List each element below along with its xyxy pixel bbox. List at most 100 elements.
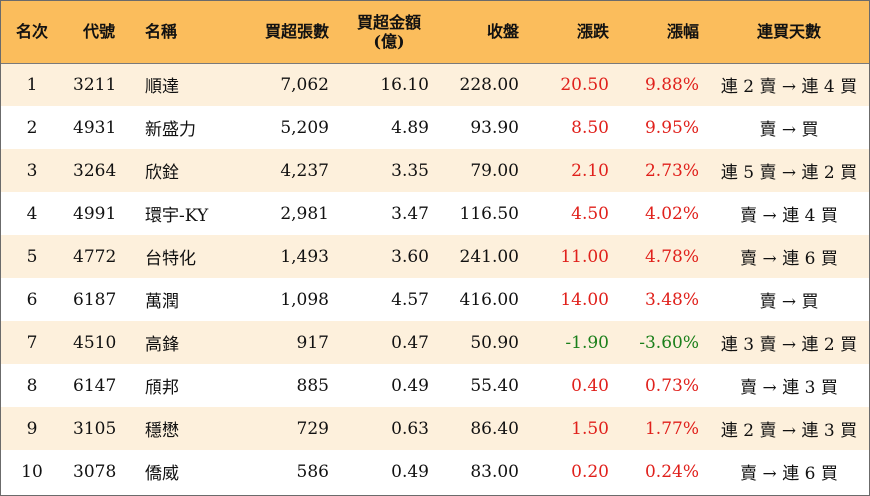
header-net-lots: 買超張數 [245, 1, 339, 64]
cell-net-amount: 0.49 [391, 461, 429, 482]
cell-rank: 7 [26, 332, 38, 353]
cell-net-lots: 729 [296, 418, 329, 439]
cell-net-amount: 3.35 [391, 160, 429, 181]
cell-name: 環宇-KY [145, 206, 209, 226]
cell-change-pct: 2.73% [644, 160, 699, 181]
table-row: 3 3264 欣銓 4,237 3.35 79.00 2.10 2.73% 連 5 賣 → 連 … [1, 149, 869, 192]
cell-rank: 6 [26, 289, 38, 310]
cell-net-lots: 1,493 [280, 246, 329, 267]
header-net-amount-label: 買超金額 [356, 12, 421, 32]
cell-close: 55.40 [470, 375, 519, 396]
table-row: 8 6147 頎邦 885 0.49 55.40 0.40 0.73% 賣 → 連 3 買 [1, 364, 869, 407]
cell-name: 僑威 [145, 464, 179, 484]
cell-code: 4772 [73, 246, 117, 267]
cell-streak: 連 2 賣 → 連 3 買 [720, 421, 858, 441]
cell-code: 3105 [73, 418, 117, 439]
header-net-amount-unit: (億) [373, 31, 405, 51]
table-row: 7 4510 高鋒 917 0.47 50.90 -1.90 -3.60% 連 3 賣 → 連 … [1, 321, 869, 364]
cell-net-lots: 7,062 [280, 74, 329, 95]
header-net-amount: 買超金額 (億) [339, 1, 439, 64]
table-row: 1 3211 順達 7,062 16.10 228.00 20.50 9.88% 連 2 賣 →… [1, 63, 869, 106]
cell-code: 4510 [73, 332, 117, 353]
table-row: 2 4931 新盛力 5,209 4.89 93.90 8.50 9.95% 賣 → 買 [1, 106, 869, 149]
cell-code: 3078 [73, 461, 117, 482]
cell-net-lots: 1,098 [280, 289, 329, 310]
cell-code: 3211 [73, 74, 117, 95]
cell-net-lots: 4,237 [280, 160, 329, 181]
cell-name: 高鋒 [145, 335, 179, 355]
cell-streak: 連 5 賣 → 連 2 買 [720, 163, 858, 183]
cell-rank: 2 [26, 117, 38, 138]
cell-code: 4931 [73, 117, 117, 138]
cell-streak: 賣 → 連 3 買 [740, 378, 838, 398]
cell-net-amount: 4.89 [391, 117, 429, 138]
cell-rank: 9 [26, 418, 38, 439]
cell-close: 228.00 [459, 74, 519, 95]
cell-close: 241.00 [459, 246, 519, 267]
cell-change: 1.50 [571, 418, 609, 439]
cell-change-pct: 9.95% [644, 117, 699, 138]
cell-streak: 賣 → 買 [759, 292, 819, 312]
cell-change: 2.10 [571, 160, 609, 181]
table-body: 1 3211 順達 7,062 16.10 228.00 20.50 9.88% 連 2 賣 →… [1, 63, 869, 493]
cell-rank: 1 [26, 74, 38, 95]
cell-streak: 賣 → 連 6 買 [740, 249, 838, 269]
cell-close: 79.00 [470, 160, 519, 181]
cell-code: 3264 [73, 160, 117, 181]
cell-change-pct: -3.60% [639, 332, 699, 353]
cell-change: 14.00 [560, 289, 609, 310]
cell-streak: 賣 → 買 [759, 120, 819, 140]
cell-change: 20.50 [560, 74, 609, 95]
cell-change: 8.50 [571, 117, 609, 138]
cell-code: 6187 [73, 289, 117, 310]
header-close: 收盤 [439, 1, 529, 64]
cell-rank: 4 [26, 203, 38, 224]
cell-code: 4991 [73, 203, 117, 224]
cell-name: 頎邦 [145, 378, 179, 398]
header-rank: 名次 [1, 1, 63, 64]
cell-net-amount: 0.47 [391, 332, 429, 353]
cell-net-amount: 16.10 [380, 74, 429, 95]
cell-net-lots: 586 [296, 461, 329, 482]
cell-rank: 8 [26, 375, 38, 396]
table-row: 9 3105 穩懋 729 0.63 86.40 1.50 1.77% 連 2 賣 → 連 3 … [1, 407, 869, 450]
cell-streak: 賣 → 連 6 買 [740, 464, 838, 484]
cell-change: 4.50 [571, 203, 609, 224]
table-row: 4 4991 環宇-KY 2,981 3.47 116.50 4.50 4.02% 賣 → 連 … [1, 192, 869, 235]
cell-change: 11.00 [560, 246, 609, 267]
cell-name: 順達 [145, 77, 179, 98]
cell-change-pct: 0.24% [644, 461, 699, 482]
table-row: 5 4772 台特化 1,493 3.60 241.00 11.00 4.78% 賣 → 連 6… [1, 235, 869, 278]
header-name: 名稱 [135, 1, 245, 64]
header-change-pct: 漲幅 [619, 1, 709, 64]
cell-streak: 連 2 賣 → 連 4 買 [720, 77, 858, 98]
cell-close: 83.00 [470, 461, 519, 482]
header-streak: 連買天數 [709, 1, 869, 64]
cell-rank: 5 [26, 246, 38, 267]
cell-code: 6147 [73, 375, 117, 396]
cell-net-amount: 3.47 [391, 203, 429, 224]
cell-change: -1.90 [565, 332, 609, 353]
cell-close: 116.50 [459, 203, 519, 224]
cell-net-lots: 5,209 [280, 117, 329, 138]
cell-net-amount: 0.63 [391, 418, 429, 439]
header-code: 代號 [63, 1, 135, 64]
cell-streak: 賣 → 連 4 買 [740, 206, 838, 226]
header-change: 漲跌 [529, 1, 619, 64]
cell-net-amount: 0.49 [391, 375, 429, 396]
cell-name: 穩懋 [145, 421, 179, 441]
cell-change-pct: 1.77% [644, 418, 699, 439]
table-row: 10 3078 僑威 586 0.49 83.00 0.20 0.24% 賣 → 連 6 買 [1, 450, 869, 493]
cell-close: 416.00 [459, 289, 519, 310]
cell-rank: 10 [21, 461, 43, 482]
table-row: 6 6187 萬潤 1,098 4.57 416.00 14.00 3.48% 賣 → 買 [1, 278, 869, 321]
cell-close: 50.90 [470, 332, 519, 353]
cell-change-pct: 4.02% [644, 203, 699, 224]
cell-change: 0.40 [571, 375, 609, 396]
cell-net-lots: 917 [296, 332, 329, 353]
cell-name: 欣銓 [145, 163, 179, 183]
cell-close: 93.90 [470, 117, 519, 138]
cell-change: 0.20 [571, 461, 609, 482]
cell-net-amount: 4.57 [391, 289, 429, 310]
